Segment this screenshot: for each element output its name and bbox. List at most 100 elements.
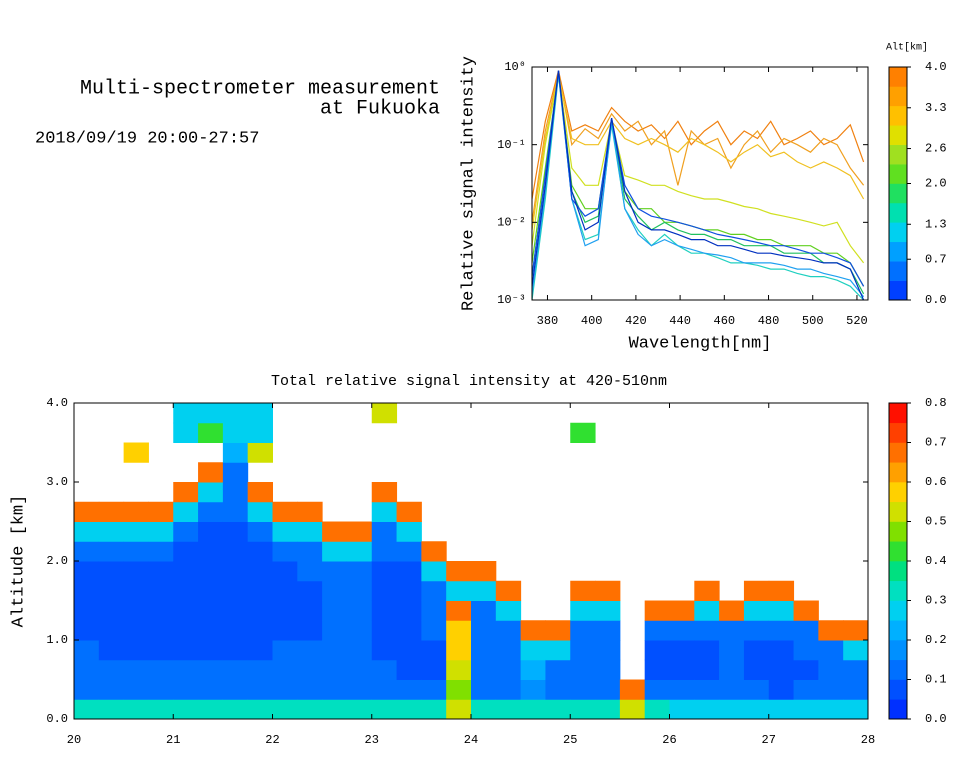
heatmap-cell bbox=[198, 679, 224, 700]
heatmap-cell bbox=[222, 541, 249, 562]
heatmap-cell bbox=[322, 640, 348, 661]
heatmap-cell bbox=[669, 640, 695, 661]
heatmap-cell bbox=[719, 620, 745, 641]
heatmap-cell bbox=[371, 403, 398, 424]
heatmap-cell bbox=[148, 600, 174, 621]
heatmap-cell bbox=[669, 600, 695, 621]
heatmap-cell bbox=[123, 600, 149, 621]
heatmap-cell bbox=[595, 659, 621, 680]
heatmap-cell bbox=[346, 620, 373, 641]
heatmap-cell bbox=[322, 580, 348, 601]
colorbar-tick-label: 0.4 bbox=[925, 554, 947, 568]
heatmap-cell bbox=[421, 659, 447, 680]
colorbar-tick-label: 0.5 bbox=[925, 515, 947, 529]
heatmap-cell bbox=[247, 541, 273, 562]
heatmap-cell bbox=[297, 699, 323, 720]
heatmap-cell bbox=[818, 659, 844, 680]
heatmap-cell bbox=[719, 640, 745, 661]
heatmap-cell bbox=[247, 580, 273, 601]
colorbar-band bbox=[889, 280, 907, 301]
heatmap-cell bbox=[545, 679, 571, 700]
colorbar-band bbox=[889, 501, 907, 522]
heatmap-cell bbox=[247, 600, 273, 621]
heatmap-cell bbox=[322, 679, 348, 700]
heatmap-cell bbox=[843, 679, 869, 700]
heatmap-cell bbox=[222, 659, 249, 680]
heatmap-cell bbox=[694, 600, 720, 621]
heatmap-cell bbox=[743, 699, 770, 720]
heatmap-cell bbox=[644, 640, 670, 661]
heatmap-cell bbox=[520, 640, 546, 661]
colorbar-band bbox=[889, 241, 907, 262]
heatmap-cell bbox=[495, 600, 522, 621]
colorbar-tick-label: 0.2 bbox=[925, 633, 947, 647]
heatmap-cell bbox=[322, 699, 348, 720]
colorbar-tick-label: 0.0 bbox=[925, 712, 947, 726]
heatmap-cell bbox=[247, 699, 273, 720]
heatmap-cell bbox=[123, 442, 149, 463]
x-tick-label: 21 bbox=[166, 733, 180, 747]
heatmap-cell bbox=[98, 580, 125, 601]
heatmap-cell bbox=[669, 699, 695, 720]
colorbar-band bbox=[889, 620, 907, 641]
colorbar-tick-label: 0.7 bbox=[925, 436, 947, 450]
heatmap-cell bbox=[98, 640, 125, 661]
y-tick-label: 4.0 bbox=[46, 396, 68, 410]
heatmap-cell bbox=[198, 640, 224, 661]
x-tick-label: 26 bbox=[662, 733, 676, 747]
heatmap-cell bbox=[768, 600, 795, 621]
heatmap-cell bbox=[272, 679, 298, 700]
heatmap-cell bbox=[173, 541, 199, 562]
heatmap-cell bbox=[148, 699, 174, 720]
heatmap-cell bbox=[346, 580, 373, 601]
heatmap-cell bbox=[570, 422, 596, 443]
heatmap-cell bbox=[173, 422, 199, 443]
heatmap-cell bbox=[471, 679, 497, 700]
heatmap-cell bbox=[396, 521, 422, 542]
heatmap-cell bbox=[396, 620, 422, 641]
heatmap-cell bbox=[297, 580, 323, 601]
heatmap-cell bbox=[297, 600, 323, 621]
heatmap-cell bbox=[74, 679, 100, 700]
heatmap-cell bbox=[570, 620, 596, 641]
colorbar-band bbox=[889, 183, 907, 204]
heatmap-cell bbox=[719, 699, 745, 720]
heatmap-cell bbox=[843, 620, 869, 641]
heatmap-cell bbox=[694, 640, 720, 661]
x-tick-label: 500 bbox=[802, 314, 824, 328]
heatmap-cell bbox=[471, 640, 497, 661]
heatmap-cell bbox=[545, 699, 571, 720]
y-tick-label: 10⁻² bbox=[497, 216, 526, 230]
heatmap-cell bbox=[520, 699, 546, 720]
heatmap-cell bbox=[222, 521, 249, 542]
heatmap-cell bbox=[346, 561, 373, 582]
colorbar-tick-label: 2.6 bbox=[925, 142, 947, 156]
heatmap-cell bbox=[322, 541, 348, 562]
heatmap-cell bbox=[495, 620, 522, 641]
heatmap-cell bbox=[198, 521, 224, 542]
heatmap-cell bbox=[198, 422, 224, 443]
heatmap-cell bbox=[123, 620, 149, 641]
heatmap-cell bbox=[198, 462, 224, 483]
heatmap-cell bbox=[793, 659, 819, 680]
spectrum-line bbox=[532, 72, 865, 223]
heatmap-cell bbox=[123, 679, 149, 700]
heatmap-cell bbox=[198, 620, 224, 641]
heatmap-cell bbox=[495, 699, 522, 720]
heatmap-cell bbox=[346, 521, 373, 542]
heatmap-cell bbox=[570, 600, 596, 621]
y-tick-label: 0.0 bbox=[46, 712, 68, 726]
heatmap-cell bbox=[843, 640, 869, 661]
heatmap-cell bbox=[595, 679, 621, 700]
heatmap-cell bbox=[446, 620, 472, 641]
heatmap-cell bbox=[98, 561, 125, 582]
heatmap-cell bbox=[570, 659, 596, 680]
heatmap-cell bbox=[396, 679, 422, 700]
y-axis-label: Relative signal intensity bbox=[459, 56, 478, 311]
heatmap-cell bbox=[371, 620, 398, 641]
heatmap-cell bbox=[371, 580, 398, 601]
heatmap-cell bbox=[74, 659, 100, 680]
heatmap-cell bbox=[98, 600, 125, 621]
heatmap-cell bbox=[471, 600, 497, 621]
colorbar-tick-label: 0.7 bbox=[925, 252, 947, 266]
